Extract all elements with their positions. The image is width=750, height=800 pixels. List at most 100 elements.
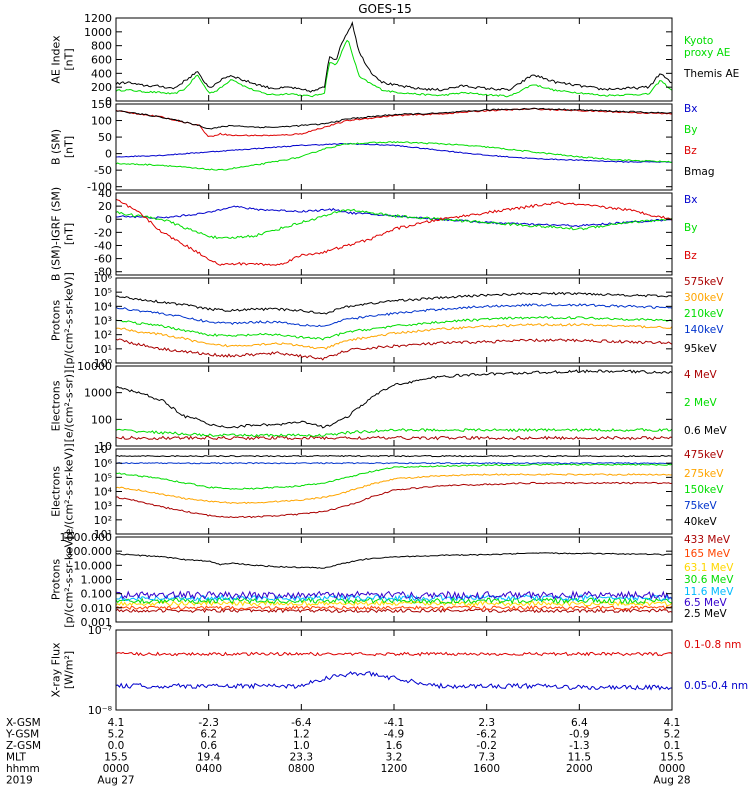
y-axis-label: AE Index[nT]	[50, 35, 76, 84]
ephemeris-value: -6.4	[291, 717, 312, 729]
ephemeris-value: -4.9	[384, 729, 405, 741]
y-tick-label: 0	[105, 148, 112, 161]
legend-entry: 575keV	[684, 276, 724, 288]
series-line-6-5	[116, 454, 672, 458]
y-tick-label: 10⁴	[94, 486, 113, 499]
ephemeris-value: 0800	[288, 763, 315, 775]
y-tick-label: 10³	[94, 315, 112, 328]
series-line-2-1	[116, 142, 672, 163]
y-axis-label: B (SM)[nT]	[50, 129, 76, 165]
legend-entry: 140keV	[684, 324, 724, 336]
y-axis-label: X-ray Flux[W/m²]	[50, 642, 76, 698]
legend-entry: Bx	[684, 194, 697, 206]
series-line-2-3	[116, 107, 672, 137]
y-tick-label: 10²	[94, 329, 112, 342]
ephemeris-value: 4.1	[664, 717, 681, 729]
ephemeris-value: 0.1	[664, 740, 681, 752]
legend-entry: Bz	[684, 250, 697, 262]
y-tick-label: 40	[98, 187, 112, 200]
ephemeris-value: -0.9	[569, 729, 590, 741]
ephemeris-value: 15.5	[660, 752, 683, 764]
ephemeris-value: 6.2	[200, 729, 217, 741]
y-tick-label: 10⁴	[94, 300, 113, 313]
ephemeris-label: Z-GSM	[6, 740, 41, 752]
y-tick-label: 10¹	[94, 528, 112, 541]
legend-entry: proxy AE	[684, 47, 730, 59]
y-tick-label: -80	[94, 266, 112, 279]
ephemeris-value: 0.6	[200, 740, 217, 752]
legend-entry: Bz	[684, 145, 697, 157]
panel-frame	[115, 629, 673, 711]
y-tick-label: -100	[87, 181, 112, 194]
series-line-3-2	[116, 208, 672, 240]
legend-entry: Themis AE	[683, 68, 739, 80]
y-tick-label: 10	[98, 440, 112, 453]
series-line-7-2	[116, 605, 672, 611]
legend-entry: 475keV	[684, 449, 724, 461]
y-tick-label: 600	[91, 54, 112, 67]
legend-entry: 0.6 MeV	[684, 425, 728, 437]
ephemeris-value: 0400	[195, 763, 222, 775]
y-tick-label: 1000.000	[60, 531, 113, 544]
legend-entry: 6.5 MeV	[684, 597, 728, 609]
y-tick-label: 10⁵	[94, 471, 112, 484]
series-line-1-2	[116, 21, 672, 93]
series-line-3-3	[116, 198, 672, 267]
y-tick-label: 10⁰	[94, 357, 113, 370]
panel-2: -100 -50 0 50 100 150 B (SM)[nT] Bx By Bz Bmag	[50, 98, 715, 194]
ephemeris-value: 0000	[103, 763, 130, 775]
y-tick-label: 400	[91, 67, 112, 80]
ephemeris-value: 15.5	[104, 752, 127, 764]
series-line-2-2	[116, 141, 672, 171]
series-line-5-3	[116, 369, 672, 429]
ephemeris-value: 3.2	[386, 752, 403, 764]
legend-entry: 4 MeV	[684, 369, 718, 381]
ephemeris-value: 19.4	[197, 752, 221, 764]
legend-entry: 2 MeV	[684, 397, 718, 409]
y-tick-label: 1000	[84, 387, 112, 400]
y-tick-label: 0	[105, 95, 112, 108]
ephemeris-value: 1.6	[386, 740, 403, 752]
series-line-4-4	[116, 303, 672, 328]
y-tick-label: 100.000	[67, 545, 113, 558]
y-tick-label: 10000	[77, 360, 112, 373]
ephemeris-value: 2000	[566, 763, 593, 775]
panel-3: -80-60-40 200-20 40 B (SM)-IGRF (SM)[nT] Bx B…	[50, 187, 698, 281]
series-line-4-1	[116, 338, 672, 361]
series-line-4-2	[116, 323, 672, 350]
ephemeris-value: Aug 27	[97, 775, 134, 787]
ephemeris-value: 6.4	[571, 717, 588, 729]
y-tick-label: 0.010	[81, 602, 113, 615]
figure-title: GOES-15	[358, 2, 412, 16]
legend-entry: By	[684, 222, 697, 234]
y-tick-label: 200	[91, 81, 112, 94]
ephemeris-label: hhmm	[6, 763, 40, 775]
y-tick-label: -40	[94, 239, 112, 252]
legend-entry: 63.1 MeV	[684, 562, 734, 574]
legend-entry: By	[684, 124, 697, 136]
legend-entry: 75keV	[684, 500, 718, 512]
ephemeris-value: 4.1	[108, 717, 125, 729]
ephemeris-value: 5.2	[108, 729, 125, 741]
y-tick-label: 1000	[84, 26, 112, 39]
legend-entry: 11.6 MeV	[684, 586, 734, 598]
legend-entry: 0.05-0.4 nm	[684, 680, 748, 692]
y-tick-label: 10.000	[74, 559, 113, 572]
legend-entry: 95keV	[684, 343, 718, 355]
legend-entry: 30.6 MeV	[684, 574, 734, 586]
y-tick-label: 100	[91, 115, 112, 128]
ephemeris-value: -4.1	[384, 717, 405, 729]
legend-entry: Bx	[684, 103, 697, 115]
y-axis-label: Electrons[e/(cm²-s-sr)]	[50, 370, 76, 443]
ephemeris-value: 0.0	[108, 740, 125, 752]
y-tick-label: 100	[91, 413, 112, 426]
series-line-7-3	[116, 600, 672, 607]
series-line-6-3	[116, 463, 672, 490]
y-tick-label: 20	[98, 200, 112, 213]
ephemeris-label: X-GSM	[6, 717, 41, 729]
y-tick-label: 10⁻⁷	[88, 624, 112, 637]
ephemeris-value: 23.3	[290, 752, 313, 764]
